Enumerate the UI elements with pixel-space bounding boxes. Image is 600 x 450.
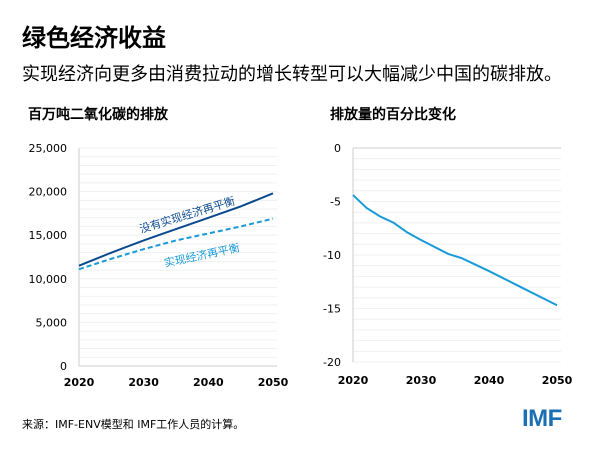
y-tick-label: 10,000	[29, 273, 68, 286]
series-line-2	[78, 217, 274, 271]
series-label-1: 没有实现经济再平衡	[138, 194, 237, 236]
series-line-1	[78, 192, 274, 267]
source-note: 来源：IMF-ENV模型和 IMF工作人员的计算。	[22, 418, 245, 431]
left-chart-title: 百万吨二氧化碳的排放	[28, 107, 168, 123]
y-tick-label: -5	[330, 196, 341, 209]
y-tick-label: 5,000	[36, 316, 68, 329]
page-subtitle: 实现经济向更多由消费拉动的增长转型可以大幅减少中国的碳排放。	[22, 64, 562, 85]
x-tick-label: 2020	[64, 376, 95, 389]
x-tick-label: 2050	[258, 376, 289, 389]
x-tick-label: 2040	[193, 376, 224, 389]
page-title: 绿色经济收益	[22, 24, 166, 52]
y-tick-label: 20,000	[29, 186, 68, 199]
imf-logo: IMF	[522, 405, 562, 432]
y-tick-label: 0	[334, 142, 341, 155]
x-tick-label: 2030	[128, 376, 159, 389]
x-tick-label: 2020	[338, 374, 369, 387]
series-line-1	[352, 194, 558, 307]
y-tick-label: 0	[60, 360, 67, 373]
y-tick-label: -10	[323, 249, 341, 262]
x-tick-label: 2030	[406, 374, 437, 387]
y-tick-label: 15,000	[29, 229, 68, 242]
x-tick-label: 2040	[474, 374, 505, 387]
y-tick-label: -20	[323, 356, 341, 369]
right-chart-title: 排放量的百分比变化	[330, 107, 456, 123]
series-label-2: 实现经济再平衡	[163, 240, 241, 270]
y-tick-label: -15	[323, 303, 341, 316]
y-tick-label: 25,000	[29, 142, 68, 155]
x-tick-label: 2050	[542, 374, 573, 387]
